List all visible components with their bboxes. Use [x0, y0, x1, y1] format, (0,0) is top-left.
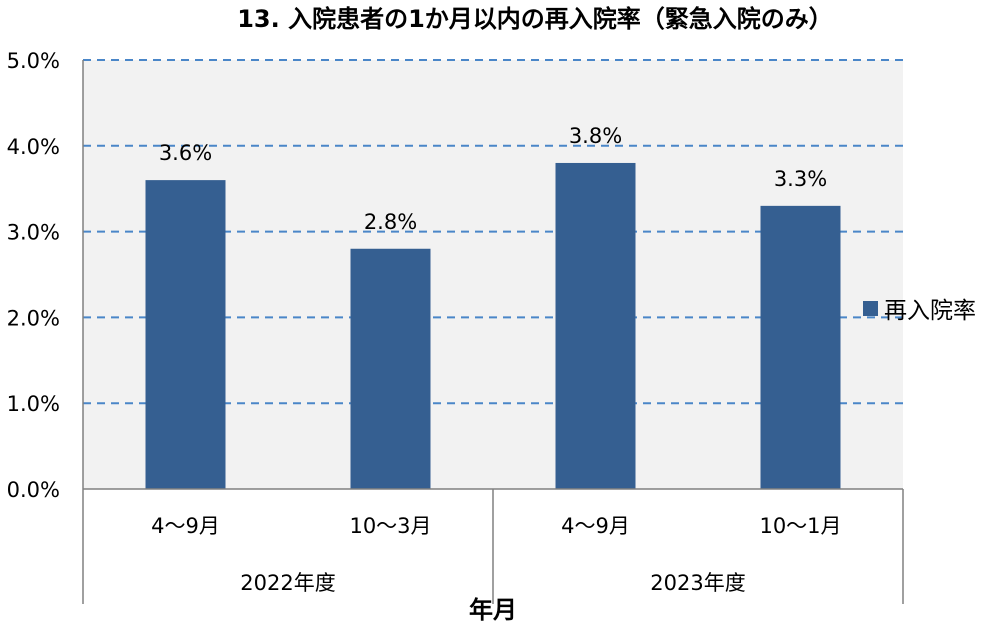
- data-label: 3.3%: [774, 167, 827, 191]
- bar: [350, 248, 431, 489]
- data-label: 3.8%: [569, 124, 622, 148]
- x-tick-label: 10～1月: [759, 514, 841, 538]
- gridlines: [83, 59, 903, 405]
- y-tick-label: 1.0%: [7, 392, 60, 416]
- y-tick-label: 2.0%: [7, 306, 60, 330]
- y-axis-ticks: 0.0% 1.0% 2.0% 3.0% 4.0% 5.0%: [7, 49, 60, 502]
- y-tick-label: 0.0%: [7, 478, 60, 502]
- bars: [145, 162, 841, 490]
- data-label: 2.8%: [364, 210, 417, 234]
- data-labels: 3.6% 2.8% 3.8% 3.3%: [159, 124, 827, 234]
- axes: [82, 60, 904, 604]
- x-tick-label: 4～9月: [561, 514, 630, 538]
- group-label: 2022年度: [240, 571, 335, 595]
- data-label: 3.6%: [159, 141, 212, 165]
- bar: [760, 205, 841, 490]
- bar: [145, 180, 226, 489]
- bar: [555, 162, 636, 489]
- y-tick-label: 5.0%: [7, 49, 60, 73]
- group-label: 2023年度: [650, 571, 745, 595]
- legend-swatch: [863, 301, 878, 316]
- x-tick-label: 10～3月: [349, 514, 431, 538]
- x-tick-label: 4～9月: [151, 514, 220, 538]
- y-tick-label: 4.0%: [7, 135, 60, 159]
- legend: 再入院率: [863, 298, 976, 324]
- legend-label: 再入院率: [884, 298, 976, 324]
- x-axis-label: 年月: [469, 596, 517, 624]
- category-labels: 4～9月 10～3月 4～9月 10～1月: [151, 514, 841, 538]
- chart-title: 13. 入院患者の1か月以内の再入院率（緊急入院のみ）: [237, 5, 833, 33]
- group-labels: 2022年度 2023年度: [240, 571, 745, 595]
- y-tick-label: 3.0%: [7, 221, 60, 245]
